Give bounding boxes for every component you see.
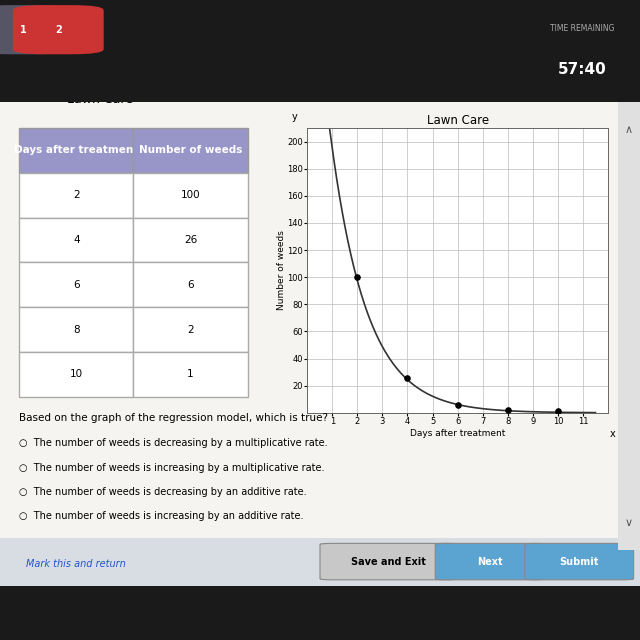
Text: Next: Next (477, 557, 502, 566)
Text: 57:40: 57:40 (558, 62, 607, 77)
Text: x: x (609, 429, 615, 439)
Point (452, 399, 463, 410)
Point (553, 406, 563, 417)
Text: y: y (292, 112, 298, 122)
Text: ○  The number of weeds is decreasing by an additive rate.: ○ The number of weeds is decreasing by a… (19, 487, 307, 497)
FancyBboxPatch shape (13, 5, 104, 54)
X-axis label: Days after treatment: Days after treatment (410, 429, 506, 438)
FancyBboxPatch shape (435, 543, 544, 580)
Text: Lawn Care: Lawn Care (67, 93, 133, 106)
Title: Lawn Care: Lawn Care (426, 114, 489, 127)
Text: Save and Exit: Save and Exit (351, 557, 426, 566)
Text: Based on the graph of the regression model, which is true?: Based on the graph of the regression mod… (19, 413, 328, 423)
Text: 2: 2 (55, 25, 61, 35)
FancyBboxPatch shape (525, 543, 634, 580)
Point (352, 272, 362, 282)
Text: ∧: ∧ (625, 125, 633, 135)
Text: ○  The number of weeds is increasing by a multiplicative rate.: ○ The number of weeds is increasing by a… (19, 463, 324, 473)
Text: ○  The number of weeds is decreasing by a multiplicative rate.: ○ The number of weeds is decreasing by a… (19, 438, 328, 449)
Text: Submit: Submit (559, 557, 599, 566)
Text: Mark this and return: Mark this and return (26, 559, 125, 569)
FancyBboxPatch shape (0, 5, 68, 54)
Text: 1: 1 (20, 25, 26, 35)
Point (502, 405, 513, 415)
Text: ○  The number of weeds is increasing by an additive rate.: ○ The number of weeds is increasing by a… (19, 511, 304, 522)
Text: ∨: ∨ (625, 518, 633, 528)
FancyBboxPatch shape (320, 543, 458, 580)
Point (403, 372, 413, 383)
Y-axis label: Number of weeds: Number of weeds (276, 230, 286, 310)
Text: TIME REMAINING: TIME REMAINING (550, 24, 614, 33)
